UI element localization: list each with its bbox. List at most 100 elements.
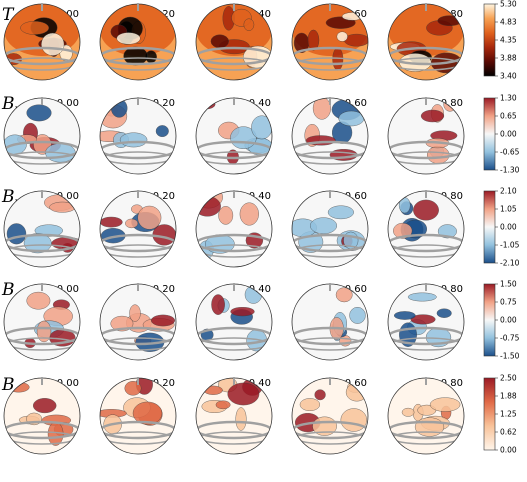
time-label: 0.20 [153,191,175,202]
row-label-b: B [1,375,15,395]
time-label: 0.20 [153,284,175,295]
contour-blob [150,314,175,327]
contour-blob [20,21,50,35]
time-labels-row-4: 0.00 0.20 0.40 0.60 0.80 [57,378,463,389]
contour-blob [196,196,221,217]
contour-blob [26,104,52,122]
contour-blob [299,398,320,411]
time-labels-row-2: 0.00 0.20 0.40 0.60 0.80 [57,191,463,202]
sphere-base [388,378,464,454]
sphere [387,283,465,361]
contour-blob [203,385,223,395]
contour-blob [251,115,272,140]
sphere [3,3,81,81]
sphere [99,3,177,81]
sphere [99,377,177,455]
sphere-pattern [292,4,368,71]
sphere [195,283,273,361]
sphere [291,3,369,81]
colorbar: 1.50 0.75 0.00 -0.75 -1.50 [483,280,520,361]
colorbar-gradient [483,190,496,264]
contour-blob [132,401,163,425]
colorbar-tick-label: 3.88 [500,54,517,63]
contour-blob [34,224,63,237]
time-label: 0.80 [441,98,463,109]
colorbar-tick-label: 0.75 [500,298,517,307]
contour-blob [230,307,255,317]
contour-blob [49,201,76,213]
contour-blob [314,389,326,401]
contour-blob [436,308,452,318]
sphere-pattern [196,285,272,352]
sphere [99,97,177,175]
contour-blob [349,306,366,324]
contour-blob [116,32,141,45]
contour-blob [407,292,437,302]
time-label: 0.60 [345,98,367,109]
colorbar: 2.50 1.88 1.25 0.62 0.00 [483,374,517,455]
colorbar-tick-label: 2.50 [500,374,517,383]
sphere [99,283,177,361]
time-label: 0.00 [57,191,79,202]
colorbar-tick-label: -0.75 [500,334,520,343]
contour-blob [26,291,51,310]
sphere [387,97,465,175]
colorbar-tick-label: 3.40 [500,72,517,81]
contour-blob [36,320,52,343]
colorbar: 5.30 4.83 4.35 3.88 3.40 [483,0,517,81]
time-label: 0.00 [57,98,79,109]
time-label: 0.40 [249,191,271,202]
colorbar-tick-label: -1.05 [500,241,520,250]
time-label: 0.00 [57,378,79,389]
contour-blob [211,294,225,315]
colorbar-tick-label: -0.65 [500,148,520,157]
contour-blob [340,408,367,432]
colorbar-tick-label: -1.50 [500,352,520,361]
contour-blob [125,218,139,229]
contour-blob [47,421,64,446]
sphere [387,190,465,268]
contour-blob [6,223,27,245]
contour-blob [210,34,229,49]
contour-blob [23,233,52,254]
time-label: 0.00 [57,284,79,295]
colorbar-gradient [483,3,496,77]
sphere [195,3,273,81]
sphere [387,377,465,455]
colorbar-tick-label: 4.35 [500,36,517,45]
colorbar-tick-label: 4.83 [500,18,517,27]
contour-blob [393,222,413,239]
colorbar-gradient [483,283,496,357]
colorbar-tick-label: 1.30 [500,94,517,103]
sphere-pattern [100,4,176,71]
contour-blob [414,417,445,437]
contour-blob [239,202,259,226]
colorbar-tick-label: 1.25 [500,410,517,419]
contour-blob [413,199,439,221]
contour-blob [110,98,128,118]
time-label: 0.60 [345,284,367,295]
contour-blob [327,205,354,220]
time-label: 0.20 [153,98,175,109]
contour-blob [344,33,368,47]
contour-blob [427,145,450,164]
colorbar-gradient [483,97,496,171]
contour-blob [41,32,65,56]
time-label: 0.80 [441,284,463,295]
contour-blob [312,98,331,120]
contour-blob [119,132,148,148]
contour-blob [401,407,415,417]
colorbar-tick-label: 0.00 [500,446,517,455]
time-label: 0.80 [441,191,463,202]
colorbar: 1.30 0.65 0.00 -0.65 -1.30 [483,94,520,175]
time-label: 0.80 [441,378,463,389]
contour-blob [398,197,411,214]
sphere [291,377,369,455]
time-label: 0.40 [249,98,271,109]
time-label: 0.60 [345,191,367,202]
contour-blob [215,400,231,410]
colorbar-tick-label: 2.10 [500,187,517,196]
colorbar-tick-label: -1.30 [500,166,520,175]
time-label: 0.60 [345,378,367,389]
